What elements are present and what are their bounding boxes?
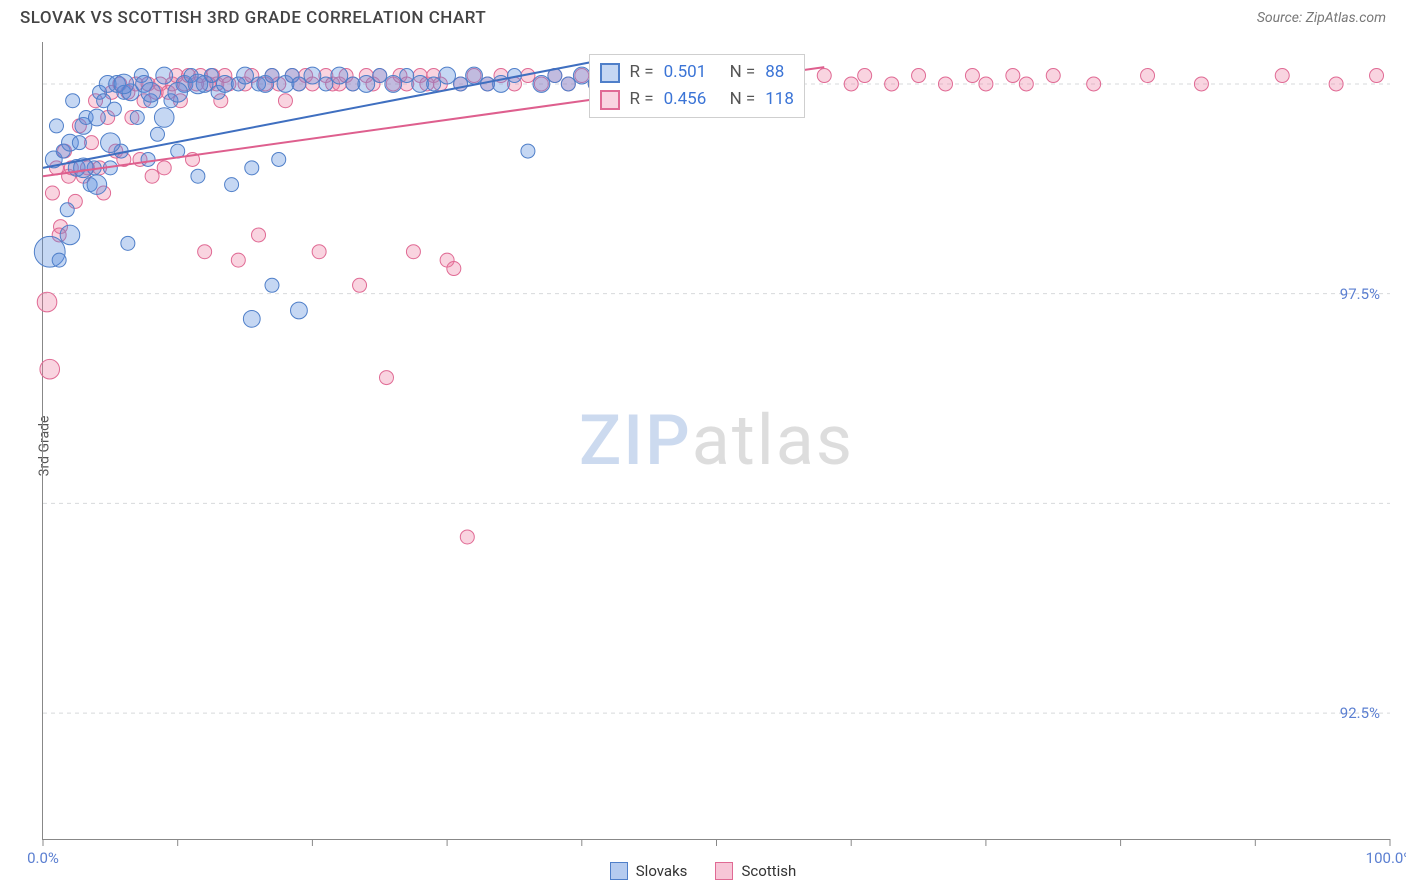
legend-item-scottish: Scottish <box>715 862 796 880</box>
stats-row-scottish: R =0.456N =118 <box>600 86 794 113</box>
legend-item-slovaks: Slovaks <box>610 862 688 880</box>
legend-label: Scottish <box>741 862 796 880</box>
stats-r-slovaks: 0.501 <box>664 59 720 86</box>
bottom-legend: Slovaks Scottish <box>0 862 1406 880</box>
stats-row-slovaks: R =0.501N =88 <box>600 59 794 86</box>
stats-n-scottish: 118 <box>765 86 794 113</box>
stats-r-scottish: 0.456 <box>664 86 720 113</box>
chart-title: SLOVAK VS SCOTTISH 3RD GRADE CORRELATION… <box>20 8 486 28</box>
stats-swatch-slovaks <box>600 63 620 83</box>
stats-n-slovaks: 88 <box>765 59 784 86</box>
legend-label: Slovaks <box>636 862 688 880</box>
chart-plot-area: ZIPatlas R =0.501N =88R =0.456N =118 92.… <box>42 42 1390 840</box>
legend-swatch <box>610 862 628 880</box>
y-tick-label: 92.5% <box>1340 704 1380 722</box>
scatter-plot-svg <box>43 42 1390 839</box>
legend-swatch <box>715 862 733 880</box>
y-tick-label: 97.5% <box>1340 285 1380 303</box>
correlation-stats-box: R =0.501N =88R =0.456N =118 <box>589 54 805 118</box>
source-attribution: Source: ZipAtlas.com <box>1257 10 1386 26</box>
stats-swatch-scottish <box>600 90 620 110</box>
